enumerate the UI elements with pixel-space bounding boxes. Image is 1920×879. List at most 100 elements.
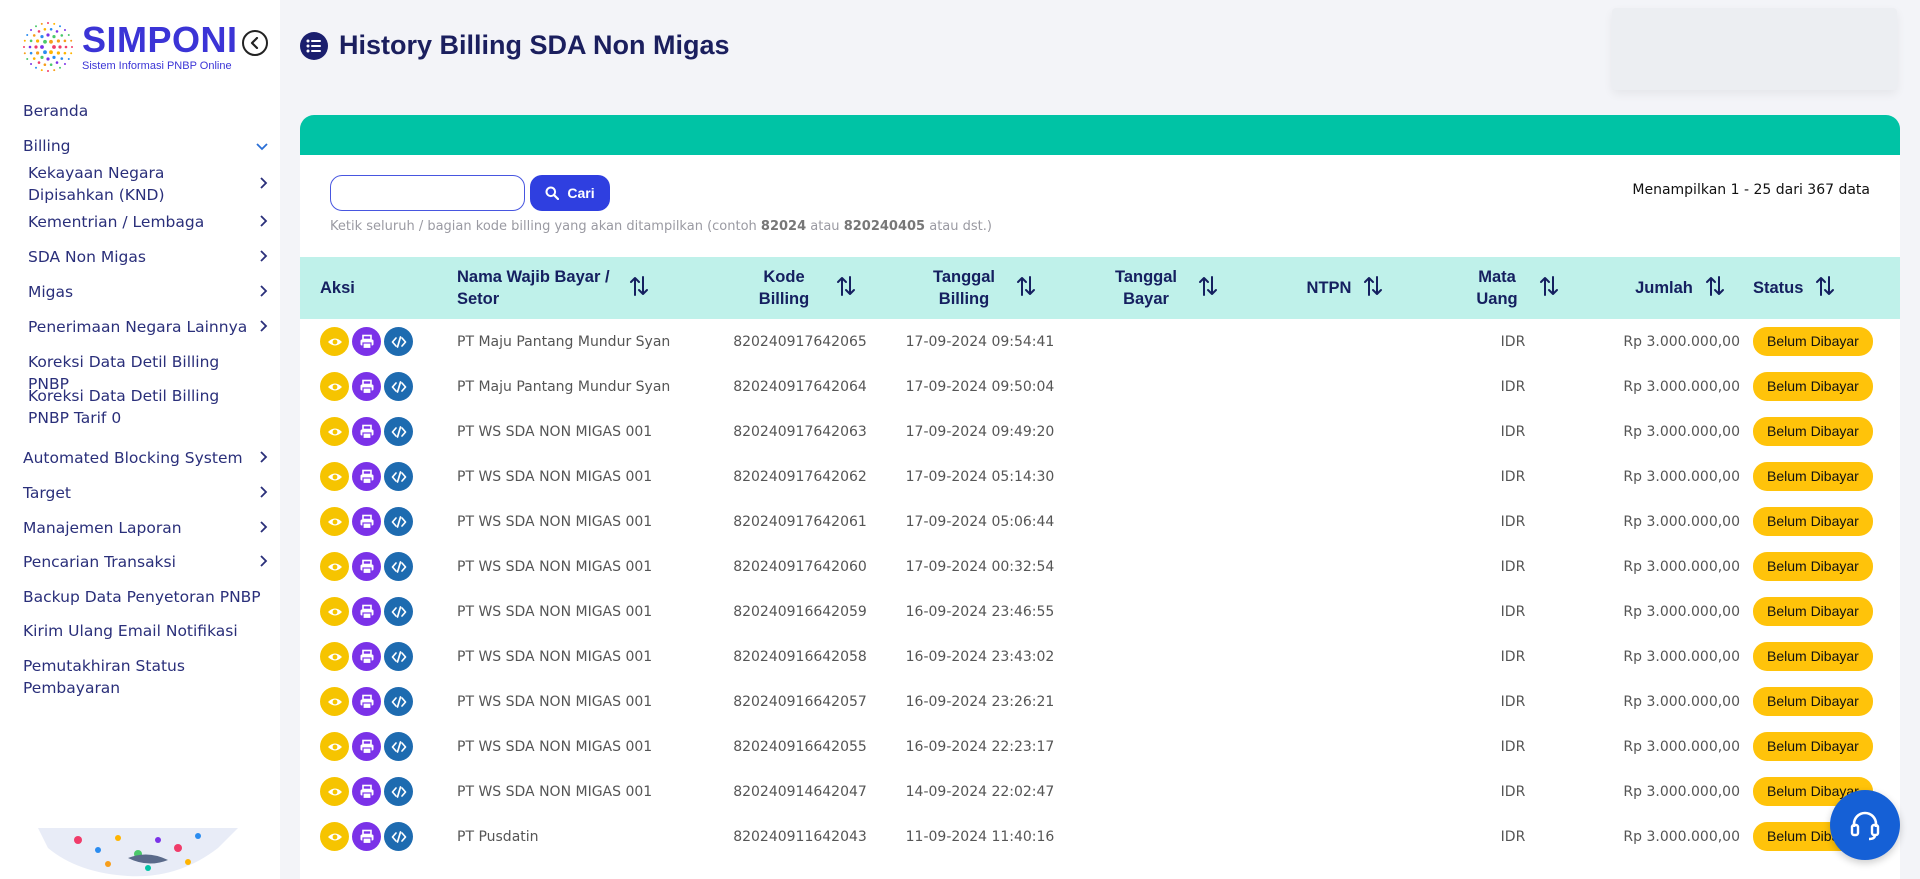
sidebar-item-beranda[interactable]: Beranda	[0, 100, 280, 122]
print-button[interactable]	[352, 462, 381, 491]
code-button[interactable]	[384, 552, 413, 581]
print-button[interactable]	[352, 327, 381, 356]
column-header-label: Tanggal Bayar	[1114, 268, 1178, 308]
status-badge: Belum Dibayar	[1753, 462, 1873, 491]
code-button[interactable]	[384, 507, 413, 536]
table-row: PT Maju Pantang Mundur Syan 8202409176420…	[300, 319, 1900, 364]
sidebar-item-pencarian-transaksi[interactable]: Pencarian Transaksi	[0, 551, 280, 573]
view-button[interactable]	[320, 462, 349, 491]
sort-icon[interactable]	[1705, 275, 1725, 301]
view-button[interactable]	[320, 327, 349, 356]
view-button[interactable]	[320, 552, 349, 581]
sort-icon[interactable]	[836, 275, 856, 301]
sidebar-item-backup-data-penyetoran-pnbp[interactable]: Backup Data Penyetoran PNBP	[0, 586, 280, 608]
print-button[interactable]	[352, 372, 381, 401]
code-button[interactable]	[384, 822, 413, 851]
sidebar-item-manajemen-laporan[interactable]: Manajemen Laporan	[0, 517, 280, 539]
code-button[interactable]	[384, 597, 413, 626]
sidebar-item-pemutakhiran-status-pembayaran[interactable]: Pemutakhiran Status Pembayaran	[0, 655, 280, 699]
support-chat-button[interactable]	[1830, 790, 1900, 860]
printer-icon	[359, 559, 375, 575]
cell-nama: PT WS SDA NON MIGAS 001	[457, 423, 653, 440]
sidebar-item-kementrian-lembaga[interactable]: Kementrian / Lembaga	[0, 211, 280, 233]
cell-nama: PT WS SDA NON MIGAS 001	[457, 648, 653, 665]
sort-icon[interactable]	[1016, 275, 1036, 301]
sidebar-item-migas[interactable]: Migas	[0, 281, 280, 303]
list-icon	[300, 31, 328, 60]
print-button[interactable]	[352, 687, 381, 716]
chevron-left-icon	[250, 37, 259, 49]
print-button[interactable]	[352, 822, 381, 851]
column-header-ntpn[interactable]: NTPN	[1285, 257, 1405, 319]
sort-icon[interactable]	[629, 275, 649, 301]
view-button[interactable]	[320, 372, 349, 401]
code-button[interactable]	[384, 687, 413, 716]
sidebar-item-kekayaan-negara-dipisahkan-knd[interactable]: Kekayaan Negara Dipisahkan (KND)	[0, 162, 280, 206]
view-button[interactable]	[320, 732, 349, 761]
print-button[interactable]	[352, 642, 381, 671]
sidebar-item-sda-non-migas[interactable]: SDA Non Migas	[0, 246, 280, 268]
search-button[interactable]: Cari	[530, 175, 610, 211]
cell-tgl-bayar	[1082, 319, 1242, 364]
view-button[interactable]	[320, 417, 349, 446]
app-logo[interactable]: SIMPONI Sistem Informasi PNBP Online	[20, 18, 238, 76]
user-profile-area[interactable]	[1612, 8, 1897, 90]
cell-kode: 820240916642058	[733, 648, 867, 665]
sidebar-item-koreksi-data-detil-billing-pnbp[interactable]: Koreksi Data Detil Billing PNBP	[0, 351, 280, 395]
view-button[interactable]	[320, 822, 349, 851]
sort-icon[interactable]	[1363, 275, 1383, 301]
view-button[interactable]	[320, 777, 349, 806]
sort-icon[interactable]	[1198, 275, 1218, 301]
view-button[interactable]	[320, 597, 349, 626]
headset-icon	[1850, 811, 1880, 841]
code-button[interactable]	[384, 372, 413, 401]
column-header-kode[interactable]: Kode Billing	[730, 257, 870, 319]
row-actions	[320, 634, 413, 679]
cell-kode: 820240917642062	[733, 468, 867, 485]
sidebar-item-automated-blocking-system[interactable]: Automated Blocking System	[0, 447, 280, 469]
sidebar-collapse-button[interactable]	[242, 30, 268, 56]
cell-kode: 820240916642055	[733, 738, 867, 755]
print-button[interactable]	[352, 417, 381, 446]
search-input[interactable]	[330, 175, 525, 211]
view-button[interactable]	[320, 642, 349, 671]
column-header-tgl-billing[interactable]: Tanggal Billing	[900, 257, 1060, 319]
code-button[interactable]	[384, 642, 413, 671]
sidebar-item-label: Automated Blocking System	[23, 449, 243, 467]
code-button[interactable]	[384, 732, 413, 761]
print-button[interactable]	[352, 507, 381, 536]
row-actions	[320, 409, 413, 454]
eye-icon	[327, 829, 343, 845]
sidebar-item-target[interactable]: Target	[0, 482, 280, 504]
sidebar-item-label: Kirim Ulang Email Notifikasi	[23, 622, 238, 640]
sidebar-item-kirim-ulang-email-notifikasi[interactable]: Kirim Ulang Email Notifikasi	[0, 620, 280, 642]
table-row: PT Pusdatin 820240911642043 11-09-2024 11:…	[300, 814, 1900, 859]
card-accent-bar	[300, 115, 1900, 155]
column-header-jumlah[interactable]: Jumlah	[1620, 257, 1740, 319]
print-button[interactable]	[352, 777, 381, 806]
cell-tgl-bayar	[1082, 814, 1242, 859]
sort-icon[interactable]	[1815, 275, 1835, 301]
sidebar-item-penerimaan-negara-lainnya[interactable]: Penerimaan Negara Lainnya	[0, 316, 280, 338]
code-button[interactable]	[384, 327, 413, 356]
column-header-status[interactable]: Status	[1753, 257, 1893, 319]
column-header-tgl-bayar[interactable]: Tanggal Bayar	[1082, 257, 1242, 319]
print-button[interactable]	[352, 552, 381, 581]
view-button[interactable]	[320, 507, 349, 536]
code-button[interactable]	[384, 462, 413, 491]
eye-icon	[327, 559, 343, 575]
code-button[interactable]	[384, 417, 413, 446]
print-button[interactable]	[352, 732, 381, 761]
code-button[interactable]	[384, 777, 413, 806]
cell-kode: 820240917642061	[733, 513, 867, 530]
search-bar: Cari	[330, 175, 610, 211]
view-button[interactable]	[320, 687, 349, 716]
chevron-right-icon	[260, 517, 268, 539]
sidebar-item-koreksi-data-detil-billing-pnbp-tarif-0[interactable]: Koreksi Data Detil Billing PNBP Tarif 0	[0, 385, 280, 429]
print-button[interactable]	[352, 597, 381, 626]
printer-icon	[359, 604, 375, 620]
column-header-nama[interactable]: Nama Wajib Bayar / Setor	[457, 257, 707, 319]
sort-icon[interactable]	[1539, 275, 1559, 301]
sidebar-item-billing[interactable]: Billing	[0, 135, 280, 157]
column-header-mata-uang[interactable]: Mata Uang	[1443, 257, 1583, 319]
